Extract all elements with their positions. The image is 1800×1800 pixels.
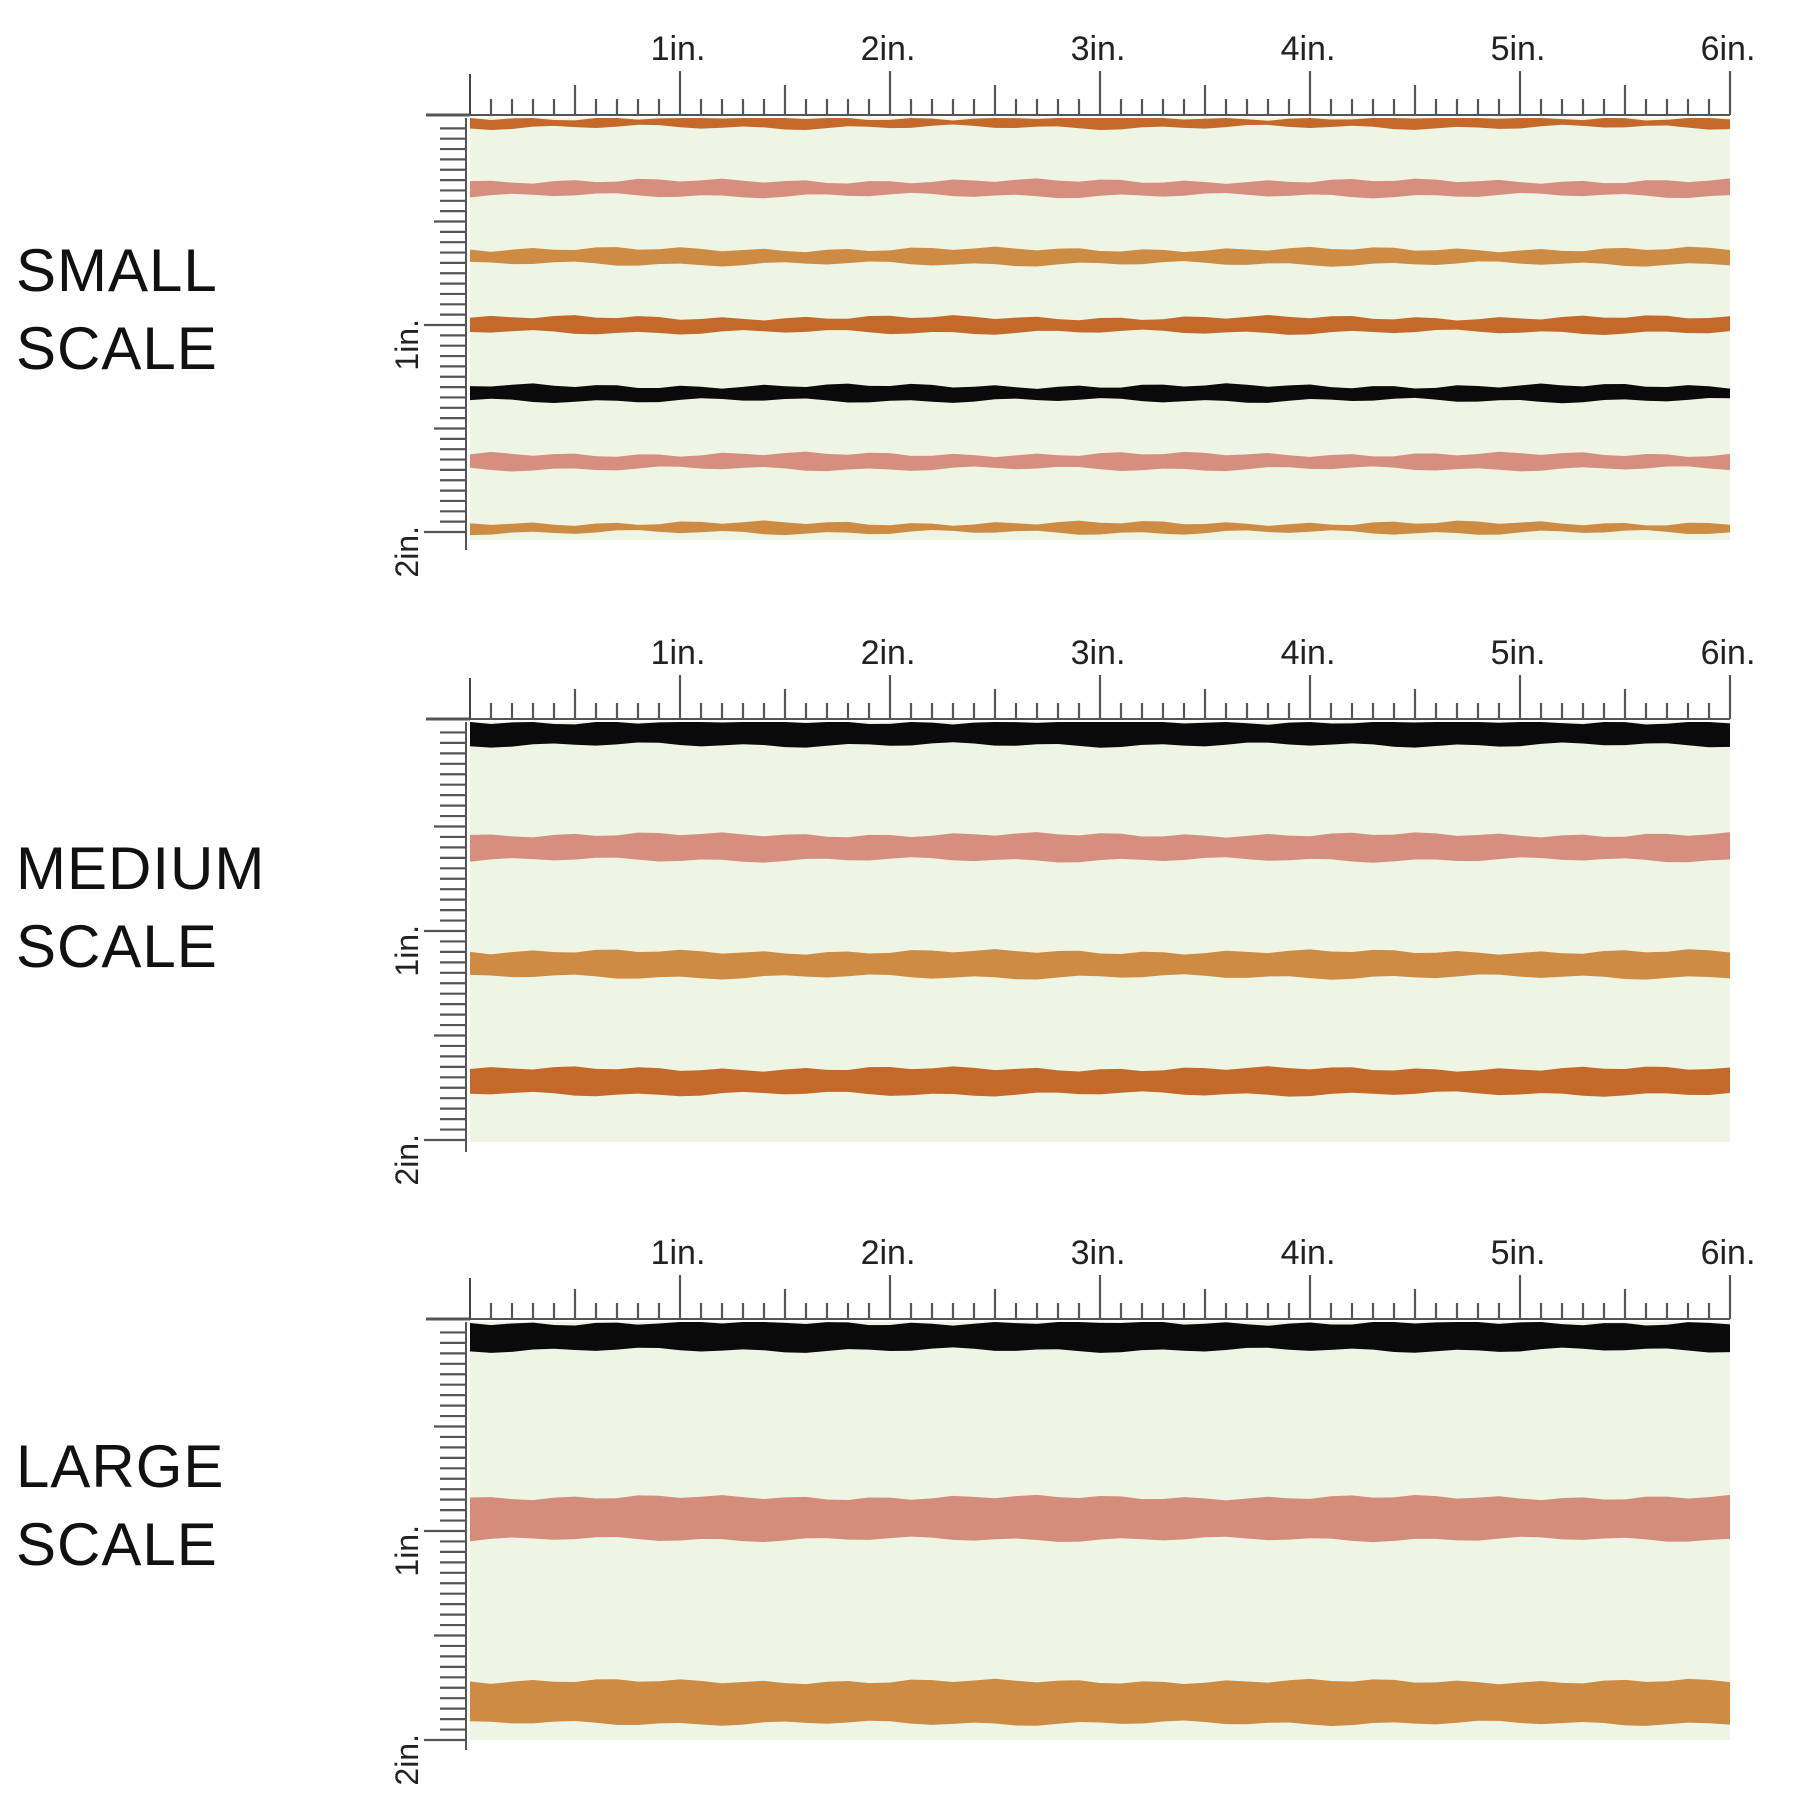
ruler-label-top: 5in. <box>1491 634 1546 672</box>
stripe <box>470 314 1730 336</box>
fabric-swatch-ruler-small: 1in. 2in. 3in. 4in. 5in. 6in. 1in. 2in. <box>389 30 1756 578</box>
ruler-label-top: 1in. <box>651 634 706 672</box>
ruler-label-top: 3in. <box>1071 30 1126 68</box>
ruler-marks <box>424 675 1732 1152</box>
stripe <box>470 178 1730 199</box>
ruler-label-top: 6in. <box>1701 1234 1756 1272</box>
stripe <box>470 1494 1730 1543</box>
stripe <box>470 949 1730 980</box>
ruler-label-top: 4in. <box>1281 30 1336 68</box>
ruler-label-side: 2in. <box>389 1134 425 1186</box>
ruler-label-top: 2in. <box>861 634 916 672</box>
ruler-label-top: 3in. <box>1071 1234 1126 1272</box>
scale-label-large: LARGE SCALE <box>16 1428 224 1584</box>
ruler-label-top: 1in. <box>651 1234 706 1272</box>
ruler-label-top: 3in. <box>1071 634 1126 672</box>
stripe <box>470 832 1730 863</box>
panel-large-scale: LARGE SCALE 1in. 2in. 3in. 4in. 5in. 6in. 1in.… <box>0 1200 1800 1800</box>
stripe <box>470 118 1730 131</box>
stripe <box>470 246 1730 267</box>
ruler-label-side: 1in. <box>389 925 425 977</box>
scale-label-medium: MEDIUM SCALE <box>16 830 265 986</box>
ruler-label-side: 1in. <box>389 319 425 371</box>
ruler-label-top: 6in. <box>1701 30 1756 68</box>
scale-label-line2: SCALE <box>16 913 218 980</box>
ruler-label-top: 2in. <box>861 30 916 68</box>
stripe <box>470 451 1730 472</box>
panel-small-scale: SMALL SCALE 1in. 2in. 3in. 4in. 5in. 6in. 1in.… <box>0 0 1800 600</box>
stripe <box>470 1322 1730 1353</box>
ruler-marks <box>424 71 1732 550</box>
ruler-label-side: 2in. <box>389 526 425 578</box>
fabric-swatch-ruler-medium: 1in. 2in. 3in. 4in. 5in. 6in. 1in. 2in. <box>389 634 1756 1186</box>
ruler-label-top: 6in. <box>1701 634 1756 672</box>
scale-label-line1: MEDIUM <box>16 835 266 902</box>
ruler-label-top: 5in. <box>1491 30 1546 68</box>
scale-label-small: SMALL SCALE <box>16 232 218 388</box>
ruler-label-top: 5in. <box>1491 1234 1546 1272</box>
scale-label-line1: SMALL <box>16 237 218 304</box>
scale-label-line2: SCALE <box>16 1511 218 1578</box>
stripe <box>470 1678 1730 1727</box>
fabric-swatch-ruler-large: 1in. 2in. 3in. 4in. 5in. 6in. 1in. 2in. <box>389 1234 1756 1786</box>
ruler-label-top: 4in. <box>1281 634 1336 672</box>
stripe <box>470 520 1730 536</box>
panel-medium-scale: MEDIUM SCALE 1in. 2in. 3in. 4in. 5in. 6in. 1in… <box>0 600 1800 1200</box>
ruler-marks <box>424 1275 1732 1750</box>
ruler-label-top: 2in. <box>861 1234 916 1272</box>
ruler-label-side: 1in. <box>389 1525 425 1577</box>
scale-label-line1: LARGE <box>16 1433 225 1500</box>
ruler-label-side: 2in. <box>389 1734 425 1786</box>
ruler-label-top: 4in. <box>1281 1234 1336 1272</box>
stripe <box>470 383 1730 404</box>
stripe <box>470 722 1730 748</box>
scale-label-line2: SCALE <box>16 315 218 382</box>
ruler-label-top: 1in. <box>651 30 706 68</box>
stripe <box>470 1066 1730 1097</box>
